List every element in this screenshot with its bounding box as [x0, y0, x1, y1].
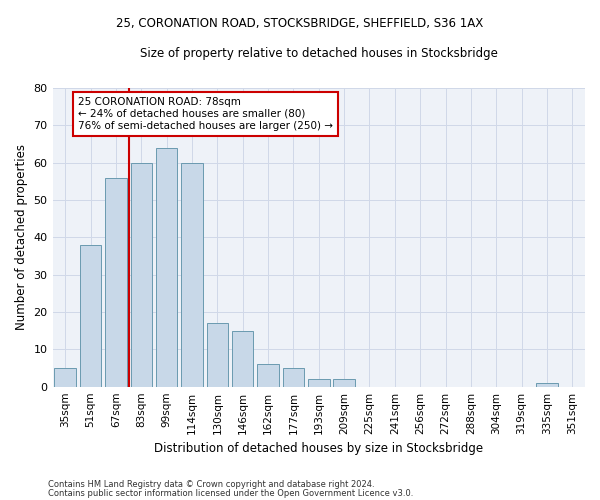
- Text: Contains public sector information licensed under the Open Government Licence v3: Contains public sector information licen…: [48, 488, 413, 498]
- Bar: [105, 178, 127, 386]
- Bar: [334, 379, 355, 386]
- Bar: [308, 379, 329, 386]
- Bar: [156, 148, 178, 386]
- Bar: [232, 330, 253, 386]
- Text: 25, CORONATION ROAD, STOCKSBRIDGE, SHEFFIELD, S36 1AX: 25, CORONATION ROAD, STOCKSBRIDGE, SHEFF…: [116, 18, 484, 30]
- Bar: [80, 245, 101, 386]
- Bar: [131, 162, 152, 386]
- Bar: [206, 323, 228, 386]
- Bar: [536, 383, 558, 386]
- Bar: [55, 368, 76, 386]
- Bar: [257, 364, 279, 386]
- Text: 25 CORONATION ROAD: 78sqm
← 24% of detached houses are smaller (80)
76% of semi-: 25 CORONATION ROAD: 78sqm ← 24% of detac…: [78, 98, 333, 130]
- X-axis label: Distribution of detached houses by size in Stocksbridge: Distribution of detached houses by size …: [154, 442, 484, 455]
- Y-axis label: Number of detached properties: Number of detached properties: [15, 144, 28, 330]
- Bar: [181, 162, 203, 386]
- Bar: [283, 368, 304, 386]
- Text: Contains HM Land Registry data © Crown copyright and database right 2024.: Contains HM Land Registry data © Crown c…: [48, 480, 374, 489]
- Title: Size of property relative to detached houses in Stocksbridge: Size of property relative to detached ho…: [140, 48, 498, 60]
